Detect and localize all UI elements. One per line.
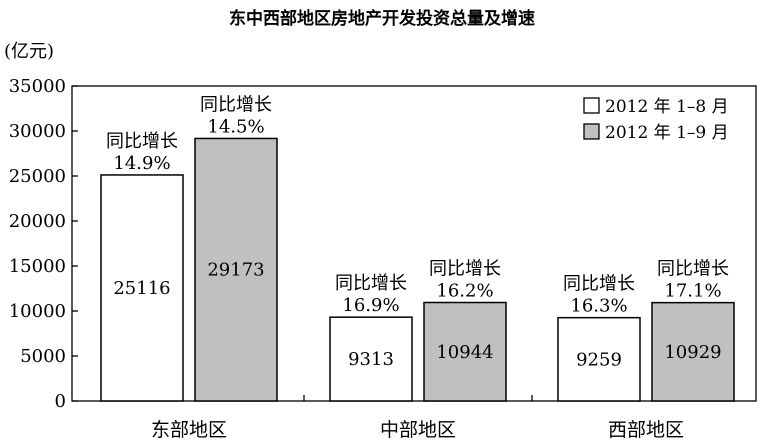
bar xyxy=(651,301,735,402)
growth-rate-label: 14.9% xyxy=(113,153,170,174)
growth-prefix-label: 同比增长 xyxy=(657,259,729,280)
y-axis-unit-label: (亿元) xyxy=(4,41,55,62)
y-tick-label: 5000 xyxy=(20,346,66,367)
growth-rate-label: 16.2% xyxy=(436,281,493,302)
growth-prefix-label: 同比增长 xyxy=(335,273,407,294)
bar xyxy=(329,316,413,402)
growth-prefix-label: 同比增长 xyxy=(429,259,501,280)
bar xyxy=(194,137,278,402)
bar-value-label: 25116 xyxy=(113,278,170,299)
plot-frame xyxy=(71,85,757,402)
y-tick-label: 15000 xyxy=(9,256,66,277)
bar-value-label: 10944 xyxy=(436,342,493,363)
legend-label: 2012 年 1–9 月 xyxy=(605,123,729,143)
x-tick-label: 中部地区 xyxy=(380,419,456,441)
y-tick-label: 25000 xyxy=(9,166,66,187)
legend-label: 2012 年 1–8 月 xyxy=(605,97,729,117)
bar-value-label: 9259 xyxy=(576,349,622,370)
y-tick-label: 30000 xyxy=(9,121,66,142)
legend-swatch xyxy=(583,123,600,140)
growth-rate-label: 14.5% xyxy=(207,116,264,137)
bar xyxy=(557,316,641,402)
y-tick-label: 20000 xyxy=(9,211,66,232)
bar-value-label: 9313 xyxy=(348,349,394,370)
x-tick-label: 西部地区 xyxy=(608,419,684,441)
y-tick-label: 35000 xyxy=(9,76,66,97)
chart-title: 东中西部地区房地产开发投资总量及增速 xyxy=(229,9,535,29)
legend-swatch xyxy=(583,97,600,114)
growth-prefix-label: 同比增长 xyxy=(106,131,178,152)
bar xyxy=(423,301,507,402)
growth-rate-label: 17.1% xyxy=(664,281,721,302)
bar xyxy=(100,174,184,402)
growth-rate-label: 16.9% xyxy=(342,295,399,316)
y-tick-label: 10000 xyxy=(9,301,66,322)
bar-value-label: 10929 xyxy=(664,342,721,363)
growth-rate-label: 16.3% xyxy=(570,296,627,317)
growth-prefix-label: 同比增长 xyxy=(200,94,272,115)
y-tick-label: 0 xyxy=(55,391,66,412)
growth-prefix-label: 同比增长 xyxy=(563,274,635,295)
bar-value-label: 29173 xyxy=(207,260,264,281)
x-tick-label: 东部地区 xyxy=(151,419,227,441)
